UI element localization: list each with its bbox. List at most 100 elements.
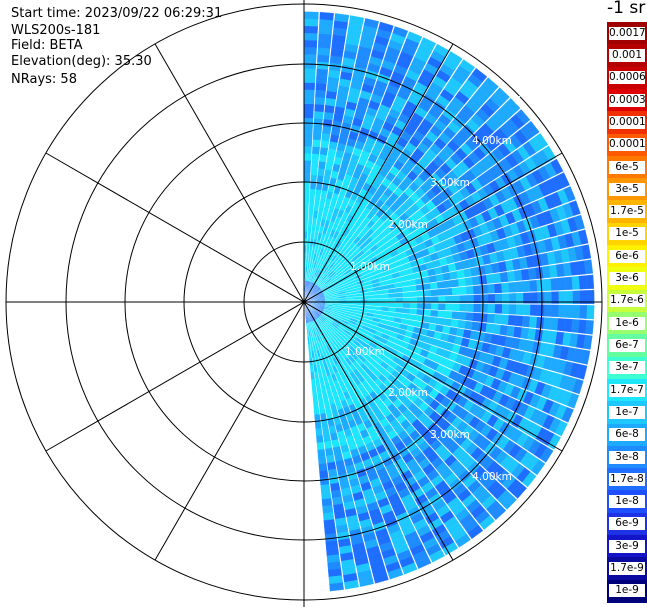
beta-gate-cell: [312, 400, 319, 408]
range-ring-label: 3.00km: [430, 429, 470, 441]
beta-gate-cell: [304, 61, 317, 69]
beta-gate-cell: [304, 96, 315, 105]
beta-gate-cell: [449, 271, 459, 280]
beta-gate-cell: [522, 471, 537, 488]
colorbar-tick-label: 1e-7: [609, 405, 645, 419]
beta-gate-cell: [317, 456, 327, 465]
beta-gate-cell: [501, 304, 510, 315]
ppi-plot: 1.00km 2.00km 3.00km 4.00km 5. 1.00km 2.00km 3.…: [5, 0, 603, 607]
beta-gate-cell: [550, 158, 564, 175]
colorbar-tick-label: 3e-8: [609, 450, 645, 464]
beta-gate-cell: [304, 32, 318, 41]
beta-gate-cell: [512, 483, 527, 499]
beta-gate-cell: [408, 285, 417, 292]
colorbar-tick-label: 0.00017: [609, 115, 647, 129]
beta-gate-cell: [547, 433, 561, 450]
beta-gate-cell: [507, 315, 517, 326]
beta-gate-cell: [304, 124, 314, 133]
beta-gate-cell: [550, 317, 559, 331]
beta-gate-cell: [318, 33, 332, 42]
beta-gate-cell: [304, 103, 315, 112]
beta-gate-cell: [314, 110, 324, 120]
beta-gate-cell: [464, 320, 473, 330]
beta-gate-cell: [319, 470, 329, 479]
beta-gate-cell: [349, 15, 365, 26]
beta-gate-cell: [522, 304, 531, 316]
range-ring-label: 1.00km: [345, 346, 385, 358]
beta-gate-cell: [522, 280, 531, 293]
beta-gate-cell: [493, 314, 502, 325]
beta-gate-cell: [381, 302, 390, 308]
beta-gate-cell: [304, 18, 319, 27]
beta-gate-cell: [438, 303, 446, 311]
beta-gate-cell: [567, 392, 580, 409]
beta-gate-cell: [494, 87, 510, 103]
beta-gate-cell: [459, 59, 476, 74]
beta-gate-cell: [317, 47, 331, 56]
beta-gate-cell: [446, 51, 463, 65]
beta-gate-cell: [334, 13, 350, 23]
beta-gate-cell: [395, 292, 404, 298]
beta-gate-cell: [581, 244, 592, 260]
beta-gate-cell: [431, 303, 439, 311]
beta-gate-cell: [304, 174, 311, 182]
beta-gate-cell: [304, 46, 317, 55]
beta-gate-cell: [452, 303, 460, 312]
beta-gate-cell: [406, 31, 423, 44]
beta-gate-cell: [313, 125, 323, 134]
instrument-name: WLS200s-181: [11, 23, 101, 38]
beta-gate-cell: [458, 286, 467, 295]
beta-gate-cell: [310, 174, 318, 183]
beta-gate-cell: [564, 318, 573, 333]
elevation-value: Elevation(deg): 35.30: [11, 54, 152, 69]
beta-gate-cell: [467, 524, 484, 540]
range-ring-label: 4.00km: [472, 471, 512, 483]
beta-gate-cell: [388, 293, 397, 299]
colorbar-title: -1 sr: [607, 0, 646, 18]
beta-gate-cell: [430, 310, 439, 318]
colorbar-tick-label: 1e-8: [609, 495, 645, 509]
colorbar-tick-label: 0.001: [609, 48, 645, 62]
beta-gate-cell: [312, 139, 321, 148]
beta-gate-cell: [505, 97, 521, 114]
beta-gate-cell: [309, 188, 316, 197]
beta-gate-cell: [423, 289, 432, 297]
range-ring-label: 1.00km: [350, 261, 390, 273]
beta-gate-cell: [324, 526, 337, 535]
colorbar-tick-label: 3e-9: [609, 539, 645, 553]
beta-gate-cell: [537, 304, 545, 317]
beta-gate-cell: [304, 117, 314, 126]
beta-gate-cell: [388, 302, 397, 308]
beta-gate-cell: [304, 188, 310, 197]
range-ring-label: 2.00km: [388, 219, 428, 231]
beta-gate-cell: [487, 283, 496, 294]
start-time: Start time: 2023/09/22 06:29:31: [11, 6, 223, 21]
beta-gate-cell: [479, 515, 495, 530]
beta-gate-cell: [564, 276, 573, 291]
beta-gate-cell: [304, 209, 309, 218]
colorbar-tick-label: 1.7e-7: [609, 383, 645, 397]
beta-gate-cell: [479, 313, 488, 323]
colorbar-tick-label: 3e-6: [609, 272, 645, 286]
beta-gate-cell: [557, 277, 566, 291]
beta-gate-cell: [571, 319, 580, 333]
beta-gate-cell: [422, 283, 431, 291]
colorbar-tick-label: 1e-5: [609, 227, 645, 241]
beta-gate-cell: [315, 89, 326, 98]
beta-gate-cell: [304, 181, 311, 190]
beta-gate-cell: [320, 420, 329, 429]
beta-gate-cell: [321, 498, 333, 507]
beta-gate-cell: [314, 103, 325, 113]
beta-gate-cell: [415, 556, 432, 569]
beta-gate-cell: [569, 200, 581, 216]
beta-gate-cell: [311, 385, 317, 394]
colorbar-tick-label: 6e-7: [609, 338, 645, 352]
beta-gate-cell: [501, 494, 517, 510]
beta-gate-cell: [574, 214, 585, 231]
beta-gate-cell: [304, 202, 310, 211]
beta-gate-cell: [316, 442, 325, 451]
beta-gate-cell: [464, 277, 474, 287]
range-ring-labels: 1.00km 2.00km 3.00km 4.00km 5. 1.00km 2.00km 3.…: [345, 95, 525, 483]
beta-gate-cell: [387, 568, 404, 580]
beta-gate-cell: [304, 153, 312, 161]
